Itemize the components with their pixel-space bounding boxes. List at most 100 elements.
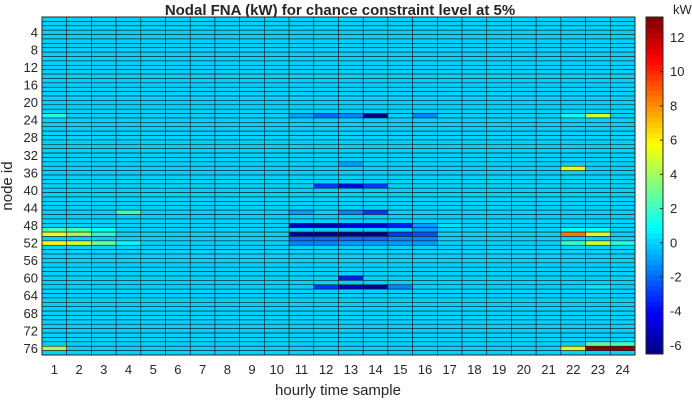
heatmap-cell: [189, 350, 216, 356]
heatmap-cell: [461, 332, 488, 338]
heatmap-cell: [412, 306, 438, 312]
heatmap-cell: [91, 288, 117, 294]
heatmap-cell: [609, 25, 636, 31]
heatmap-cell: [486, 284, 512, 290]
heatmap-cell: [239, 51, 265, 57]
heatmap-cell: [461, 214, 488, 220]
heatmap-cell: [387, 196, 413, 202]
heatmap-cell: [387, 43, 413, 49]
heatmap-cell: [437, 170, 463, 176]
heatmap-cell: [535, 91, 562, 97]
heatmap-cell: [387, 16, 413, 22]
heatmap-cell: [387, 341, 413, 347]
heatmap-cell: [214, 47, 240, 53]
heatmap-cell: [387, 350, 413, 356]
heatmap-cell: [66, 21, 92, 27]
heatmap-cell: [140, 64, 166, 70]
x-tick-label: 1: [51, 362, 58, 377]
heatmap-cell: [288, 135, 315, 141]
heatmap-cell: [189, 328, 216, 334]
heatmap-cell: [412, 258, 438, 264]
heatmap-cell: [66, 231, 92, 237]
heatmap-cell: [288, 341, 315, 347]
heatmap-cell: [609, 38, 636, 44]
heatmap-cell: [560, 86, 586, 92]
heatmap-cell: [461, 253, 488, 259]
heatmap-cell: [535, 25, 562, 31]
heatmap-cell: [214, 117, 240, 123]
heatmap-cell: [486, 161, 512, 167]
heatmap-cell: [189, 126, 216, 132]
heatmap-cell: [461, 302, 488, 308]
heatmap-cell: [115, 56, 142, 62]
heatmap-cell: [362, 350, 389, 356]
heatmap-cell: [486, 187, 512, 193]
heatmap-cell: [140, 249, 166, 255]
heatmap-cell: [609, 244, 636, 250]
x-tick-label: 15: [393, 362, 407, 377]
heatmap-cell: [486, 341, 512, 347]
y-tick-label: 56: [24, 253, 38, 268]
heatmap-cell: [214, 135, 240, 141]
heatmap-cell: [437, 117, 463, 123]
colorbar-swatch: [646, 306, 663, 313]
heatmap-cell: [338, 64, 364, 70]
heatmap-cell: [66, 135, 92, 141]
heatmap-cell: [115, 323, 142, 329]
heatmap-cell: [313, 135, 339, 141]
heatmap-cell: [66, 310, 92, 316]
heatmap-cell: [387, 253, 413, 259]
heatmap-cell: [437, 21, 463, 27]
heatmap-cell: [91, 100, 117, 106]
heatmap-cell: [41, 227, 68, 233]
heatmap-cell: [165, 78, 191, 84]
heatmap-cell: [288, 249, 315, 255]
heatmap-cell: [91, 82, 117, 88]
heatmap-cell: [214, 38, 240, 44]
colorbar-swatch: [646, 132, 663, 139]
heatmap-cell: [609, 100, 636, 106]
heatmap-cell: [264, 345, 290, 351]
heatmap-cell: [189, 179, 216, 185]
heatmap-cell: [66, 104, 92, 110]
heatmap-cell: [66, 43, 92, 49]
heatmap-cell: [214, 240, 240, 246]
heatmap-cell: [214, 350, 240, 356]
heatmap-cell: [313, 108, 339, 114]
heatmap-cell: [41, 29, 68, 35]
heatmap-cell: [511, 315, 537, 321]
heatmap-cell: [461, 161, 488, 167]
heatmap-cell: [461, 69, 488, 75]
heatmap-cell: [41, 73, 68, 79]
heatmap-cell: [165, 350, 191, 356]
heatmap-cell: [313, 95, 339, 101]
heatmap-cell: [511, 179, 537, 185]
heatmap-cell: [140, 130, 166, 136]
heatmap-cell: [338, 192, 364, 198]
heatmap-cell: [264, 60, 290, 66]
heatmap-cell: [585, 319, 611, 325]
heatmap-cell: [387, 328, 413, 334]
heatmap-cell: [535, 47, 562, 53]
heatmap-cell: [41, 91, 68, 97]
heatmap-cell: [66, 337, 92, 343]
heatmap-cell: [313, 78, 339, 84]
heatmap-cell: [165, 280, 191, 286]
heatmap-cell: [486, 280, 512, 286]
heatmap-cell: [412, 341, 438, 347]
heatmap-cell: [239, 43, 265, 49]
heatmap-cell: [486, 218, 512, 224]
colorbar-swatch: [646, 106, 663, 113]
heatmap-cell: [511, 302, 537, 308]
heatmap-cell: [387, 86, 413, 92]
heatmap-cell: [387, 323, 413, 329]
colorbar-swatch: [646, 48, 663, 55]
x-tick-label: 10: [269, 362, 283, 377]
heatmap-cell: [66, 275, 92, 281]
heatmap-cell: [338, 174, 364, 180]
heatmap-cell: [313, 240, 339, 246]
heatmap-cell: [214, 319, 240, 325]
heatmap-cell: [313, 43, 339, 49]
heatmap-cell: [115, 341, 142, 347]
heatmap-cell: [585, 165, 611, 171]
